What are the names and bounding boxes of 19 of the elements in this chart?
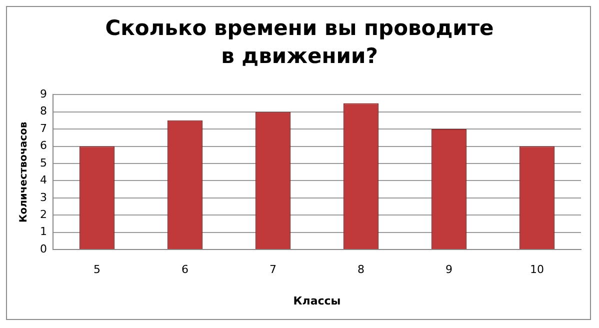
y-tick-label: 0 [40,242,47,256]
y-tick-label: 2 [40,208,47,222]
y-tick-label: 9 [40,87,47,100]
y-tick-label: 4 [40,174,47,187]
y-tick-label: 3 [40,190,47,204]
x-tick-label: 5 [94,263,100,276]
x-tick-label: 8 [358,263,364,276]
x-tick-label: 9 [446,263,452,276]
x-axis-title: Классы [293,294,341,308]
x-tick-label: 7 [270,263,276,276]
chart-title: Сколько времени вы проводите в движении? [104,15,495,70]
y-tick-label: 5 [40,156,47,170]
y-tick-label: 6 [40,139,47,152]
x-tick-label: 10 [530,263,544,276]
y-tick-label: 8 [40,104,47,118]
x-tick-label: 6 [182,263,188,276]
y-tick-label: 7 [40,122,47,135]
y-axis-title: Количествочасов [18,122,30,222]
y-tick-label: 1 [40,225,47,238]
